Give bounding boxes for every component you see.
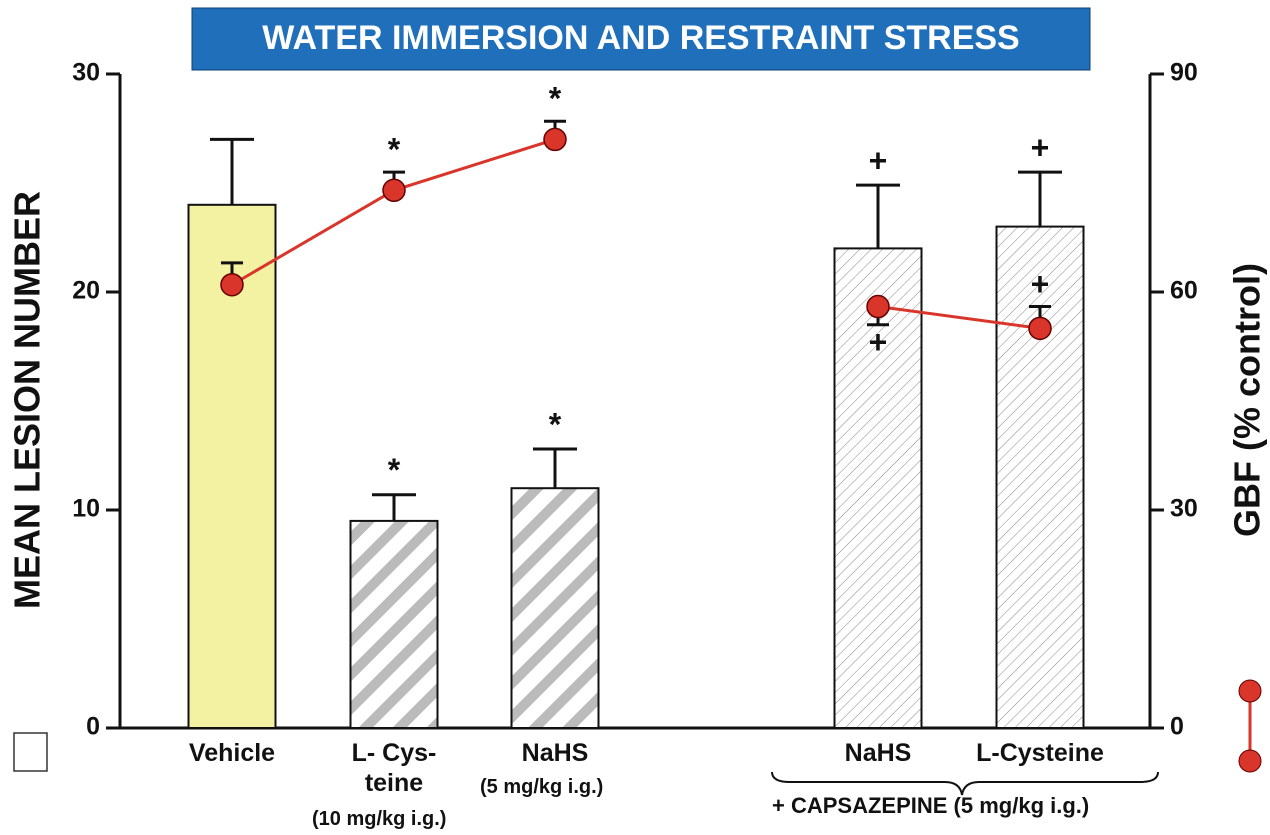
bar	[510, 487, 600, 730]
x-tick-label: L- Cys- teine	[351, 739, 437, 797]
line-point	[1028, 316, 1052, 341]
significance-marker: *	[549, 81, 562, 117]
x-tick-label: NaHS	[521, 739, 589, 767]
line-point	[382, 178, 406, 203]
bar	[349, 519, 439, 730]
dose-note: (5 mg/kg i.g.)	[480, 776, 604, 798]
y2-axis-label: GBF (% control)	[1227, 263, 1268, 537]
y-tick-label: 20	[72, 277, 100, 305]
x-tick-label: Vehicle	[188, 739, 276, 767]
significance-marker: +	[1031, 266, 1050, 302]
y2-tick-label: 30	[1170, 495, 1198, 523]
line-point	[543, 127, 567, 152]
legend-line-icon	[1238, 679, 1262, 703]
significance-marker: +	[869, 143, 888, 179]
line	[877, 305, 1041, 330]
legend-bar-icon	[13, 732, 48, 772]
significance-marker: *	[388, 452, 401, 488]
significance-marker: *	[549, 406, 562, 442]
line-point	[866, 294, 890, 319]
legend-line-icon	[1238, 749, 1262, 773]
significance-marker: +	[869, 324, 888, 360]
chart-title: WATER IMMERSION AND RESTRAINT STRESS	[262, 19, 1019, 57]
bar	[833, 247, 923, 729]
y2-tick-label: 60	[1170, 277, 1198, 305]
x-tick-label: L-Cysteine	[976, 739, 1104, 767]
significance-marker: *	[388, 132, 401, 168]
y-tick-label: 10	[72, 495, 100, 523]
y2-tick-label: 0	[1170, 713, 1184, 741]
line-point	[220, 272, 244, 297]
significance-marker: +	[1031, 130, 1050, 166]
group-brace	[771, 771, 1159, 796]
title-box	[191, 7, 1091, 71]
group-note: + CAPSAZEPINE (5 mg/kg i.g.)	[772, 793, 1090, 818]
y2-tick-label: 90	[1170, 59, 1198, 87]
y-tick-label: 30	[72, 59, 100, 87]
y-axis-label: MEAN LESION NUMBER	[7, 191, 48, 609]
y-tick-label: 0	[86, 713, 100, 741]
x-tick-label: NaHS	[844, 739, 912, 767]
dose-note: (10 mg/kg i.g.)	[312, 808, 447, 830]
